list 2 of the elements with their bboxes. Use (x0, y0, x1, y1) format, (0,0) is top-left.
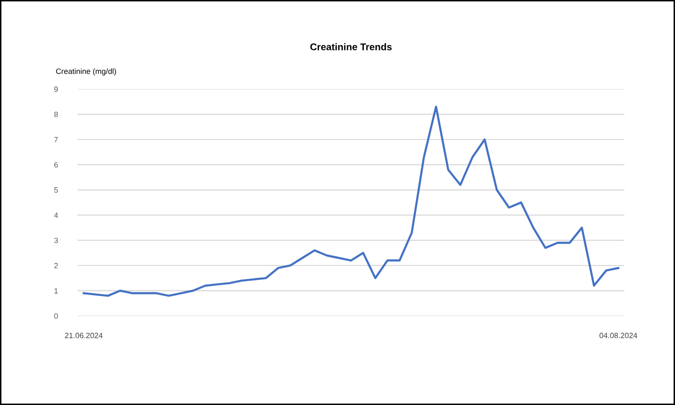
line-series (82, 106, 620, 297)
chart-title: Creatinine Trends (310, 43, 392, 50)
